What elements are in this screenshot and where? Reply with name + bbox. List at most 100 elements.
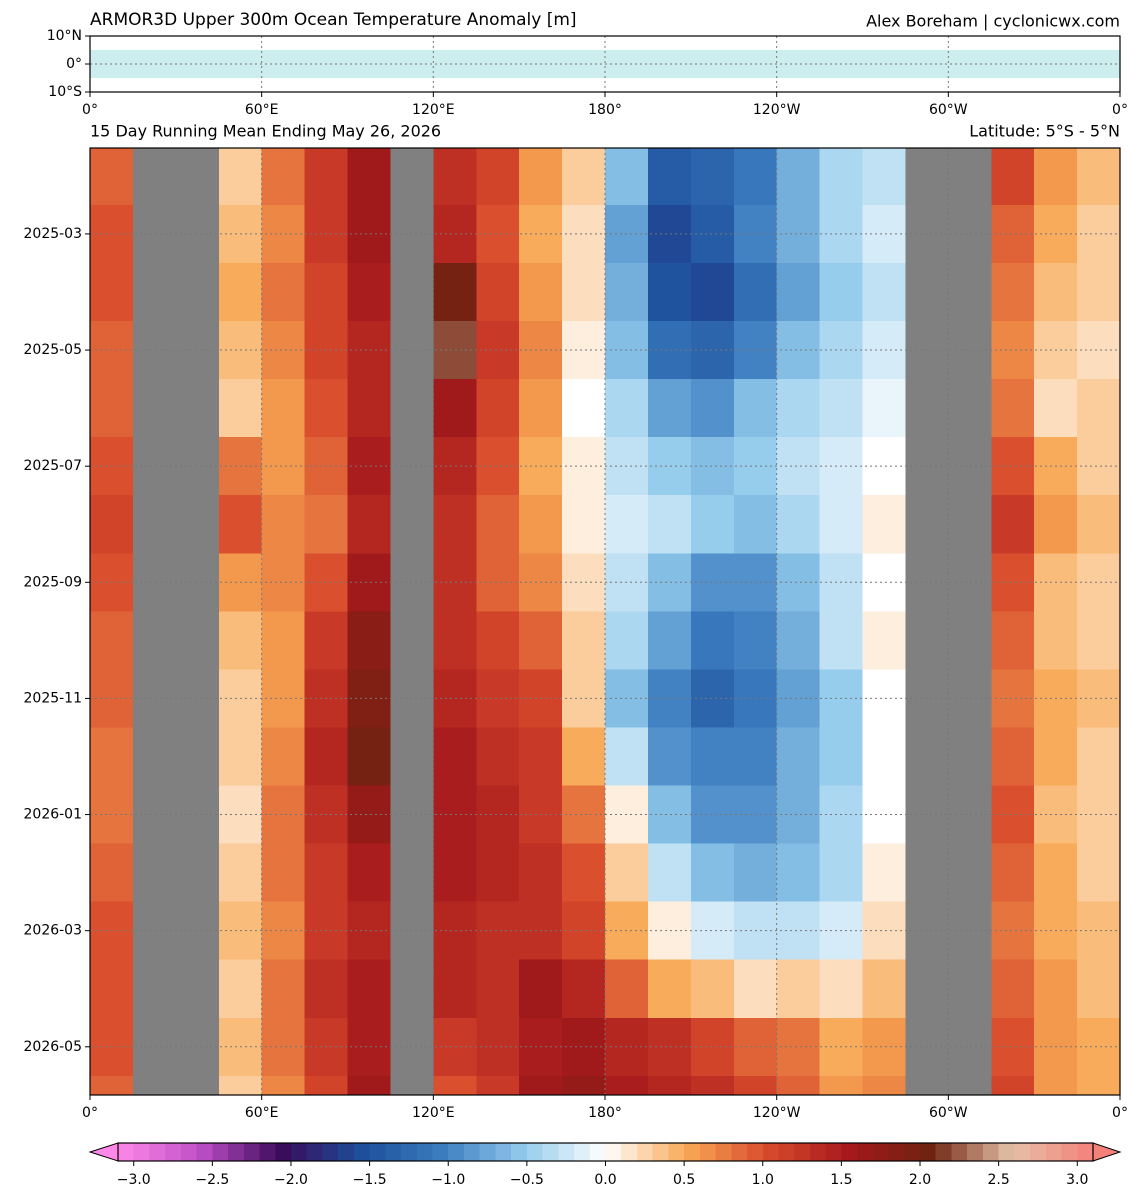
colorbar-step [495,1143,512,1161]
heat-cell [476,611,520,670]
colorbar-step [605,1143,622,1161]
heat-cell [862,553,906,612]
heat-cell [862,669,906,728]
y-tick-label: 2026-03 [24,923,83,939]
heat-cell [433,148,477,206]
heat-cell [476,321,520,380]
heat-cell [476,669,520,728]
heat-cell [862,379,906,438]
colorbar-step [212,1143,229,1161]
heat-cell [347,611,391,670]
heat-cell [647,669,692,728]
heat-cell [776,843,821,903]
heat-cell [905,959,949,1019]
heat-cell [218,611,263,670]
heat-cell [433,379,477,438]
heat-cell [1034,959,1078,1019]
heat-cell [991,495,1035,554]
heat-cell [605,262,649,322]
heat-cell [347,495,391,554]
y-tick-label: 2025-07 [24,458,83,474]
colorbar-step [353,1143,371,1161]
heat-cell [776,1075,821,1095]
heat-cell [819,1075,863,1095]
heat-cell [1077,959,1120,1019]
credit: Alex Boreham | cyclonicwx.com [866,12,1120,31]
heat-cell [261,611,306,670]
heat-cell [90,959,134,1019]
heat-cell [175,1075,220,1095]
heat-cell [905,843,949,903]
heat-cell [819,843,863,903]
heat-cell [647,262,692,322]
heat-cell [218,727,263,787]
heat-cell [132,843,177,903]
heat-cell [261,148,306,206]
colorbar-tick-label: 1.5 [830,1172,852,1188]
heat-cell [1034,495,1078,554]
panel-subtitle: Latitude: 5°S - 5°N [969,122,1120,141]
heat-cell [776,901,821,961]
heat-cell [776,321,821,380]
colorbar-step [401,1143,418,1161]
heat-cell [347,1075,391,1095]
heat-cell [905,611,949,670]
colorbar-step [259,1143,276,1161]
x-tick-label: 0° [1112,102,1128,118]
heat-cell [390,148,434,206]
frame [89,147,1121,1096]
colorbar-step [338,1143,355,1161]
heat-cell [690,669,735,728]
heat-cell [1034,727,1078,787]
heat-cell [819,611,863,670]
colorbar-step [982,1143,1000,1161]
heat-cell [347,379,391,438]
heat-cell [647,437,692,496]
plot-area [90,148,1120,1095]
heat-cell [690,321,735,380]
heat-cell [647,959,692,1019]
colorbar-tick-label: 2.0 [909,1172,931,1188]
heat-cell [690,901,735,961]
heat-cell [1034,843,1078,903]
heat-cell [605,727,649,787]
colorbar-step [463,1143,481,1161]
heat-cell [819,148,863,206]
heat-cell [90,148,134,206]
heat-cell [347,959,391,1019]
heat-cell [175,843,220,903]
heat-cell [862,843,906,903]
heat-cell [862,785,906,845]
x-tick-label: 120°E [412,1105,455,1121]
colorbar-step [180,1143,198,1161]
heat-cell [733,959,778,1019]
heat-cell [605,959,649,1019]
heat-cell [1077,1017,1120,1077]
heat-cell [132,959,177,1019]
heat-cell [132,553,177,612]
x-tick-label: 120°W [753,102,801,118]
heat-cell [175,901,220,961]
colorbar-step [920,1143,937,1161]
heat-cell [776,727,821,787]
heat-cell [390,379,434,438]
heat-cell [862,611,906,670]
x-tick-label: 180° [588,1105,622,1121]
heat-cell [562,785,606,845]
x-tick-label: 60°E [245,102,279,118]
heat-cell [519,959,563,1019]
colorbar-step [574,1143,591,1161]
heat-cell [991,204,1035,264]
heat-cell [1077,204,1120,264]
heat-cell [690,727,735,787]
colorbar-step [621,1143,638,1161]
heat-cell [862,959,906,1019]
heat-cell [562,959,606,1019]
heat-cell [519,727,563,787]
heat-cell [562,204,606,264]
x-tick-label: 120°E [412,102,455,118]
heat-cell [476,148,520,206]
colorbar-step [165,1143,182,1161]
heat-cell [647,1017,692,1077]
heat-cell [991,437,1035,496]
